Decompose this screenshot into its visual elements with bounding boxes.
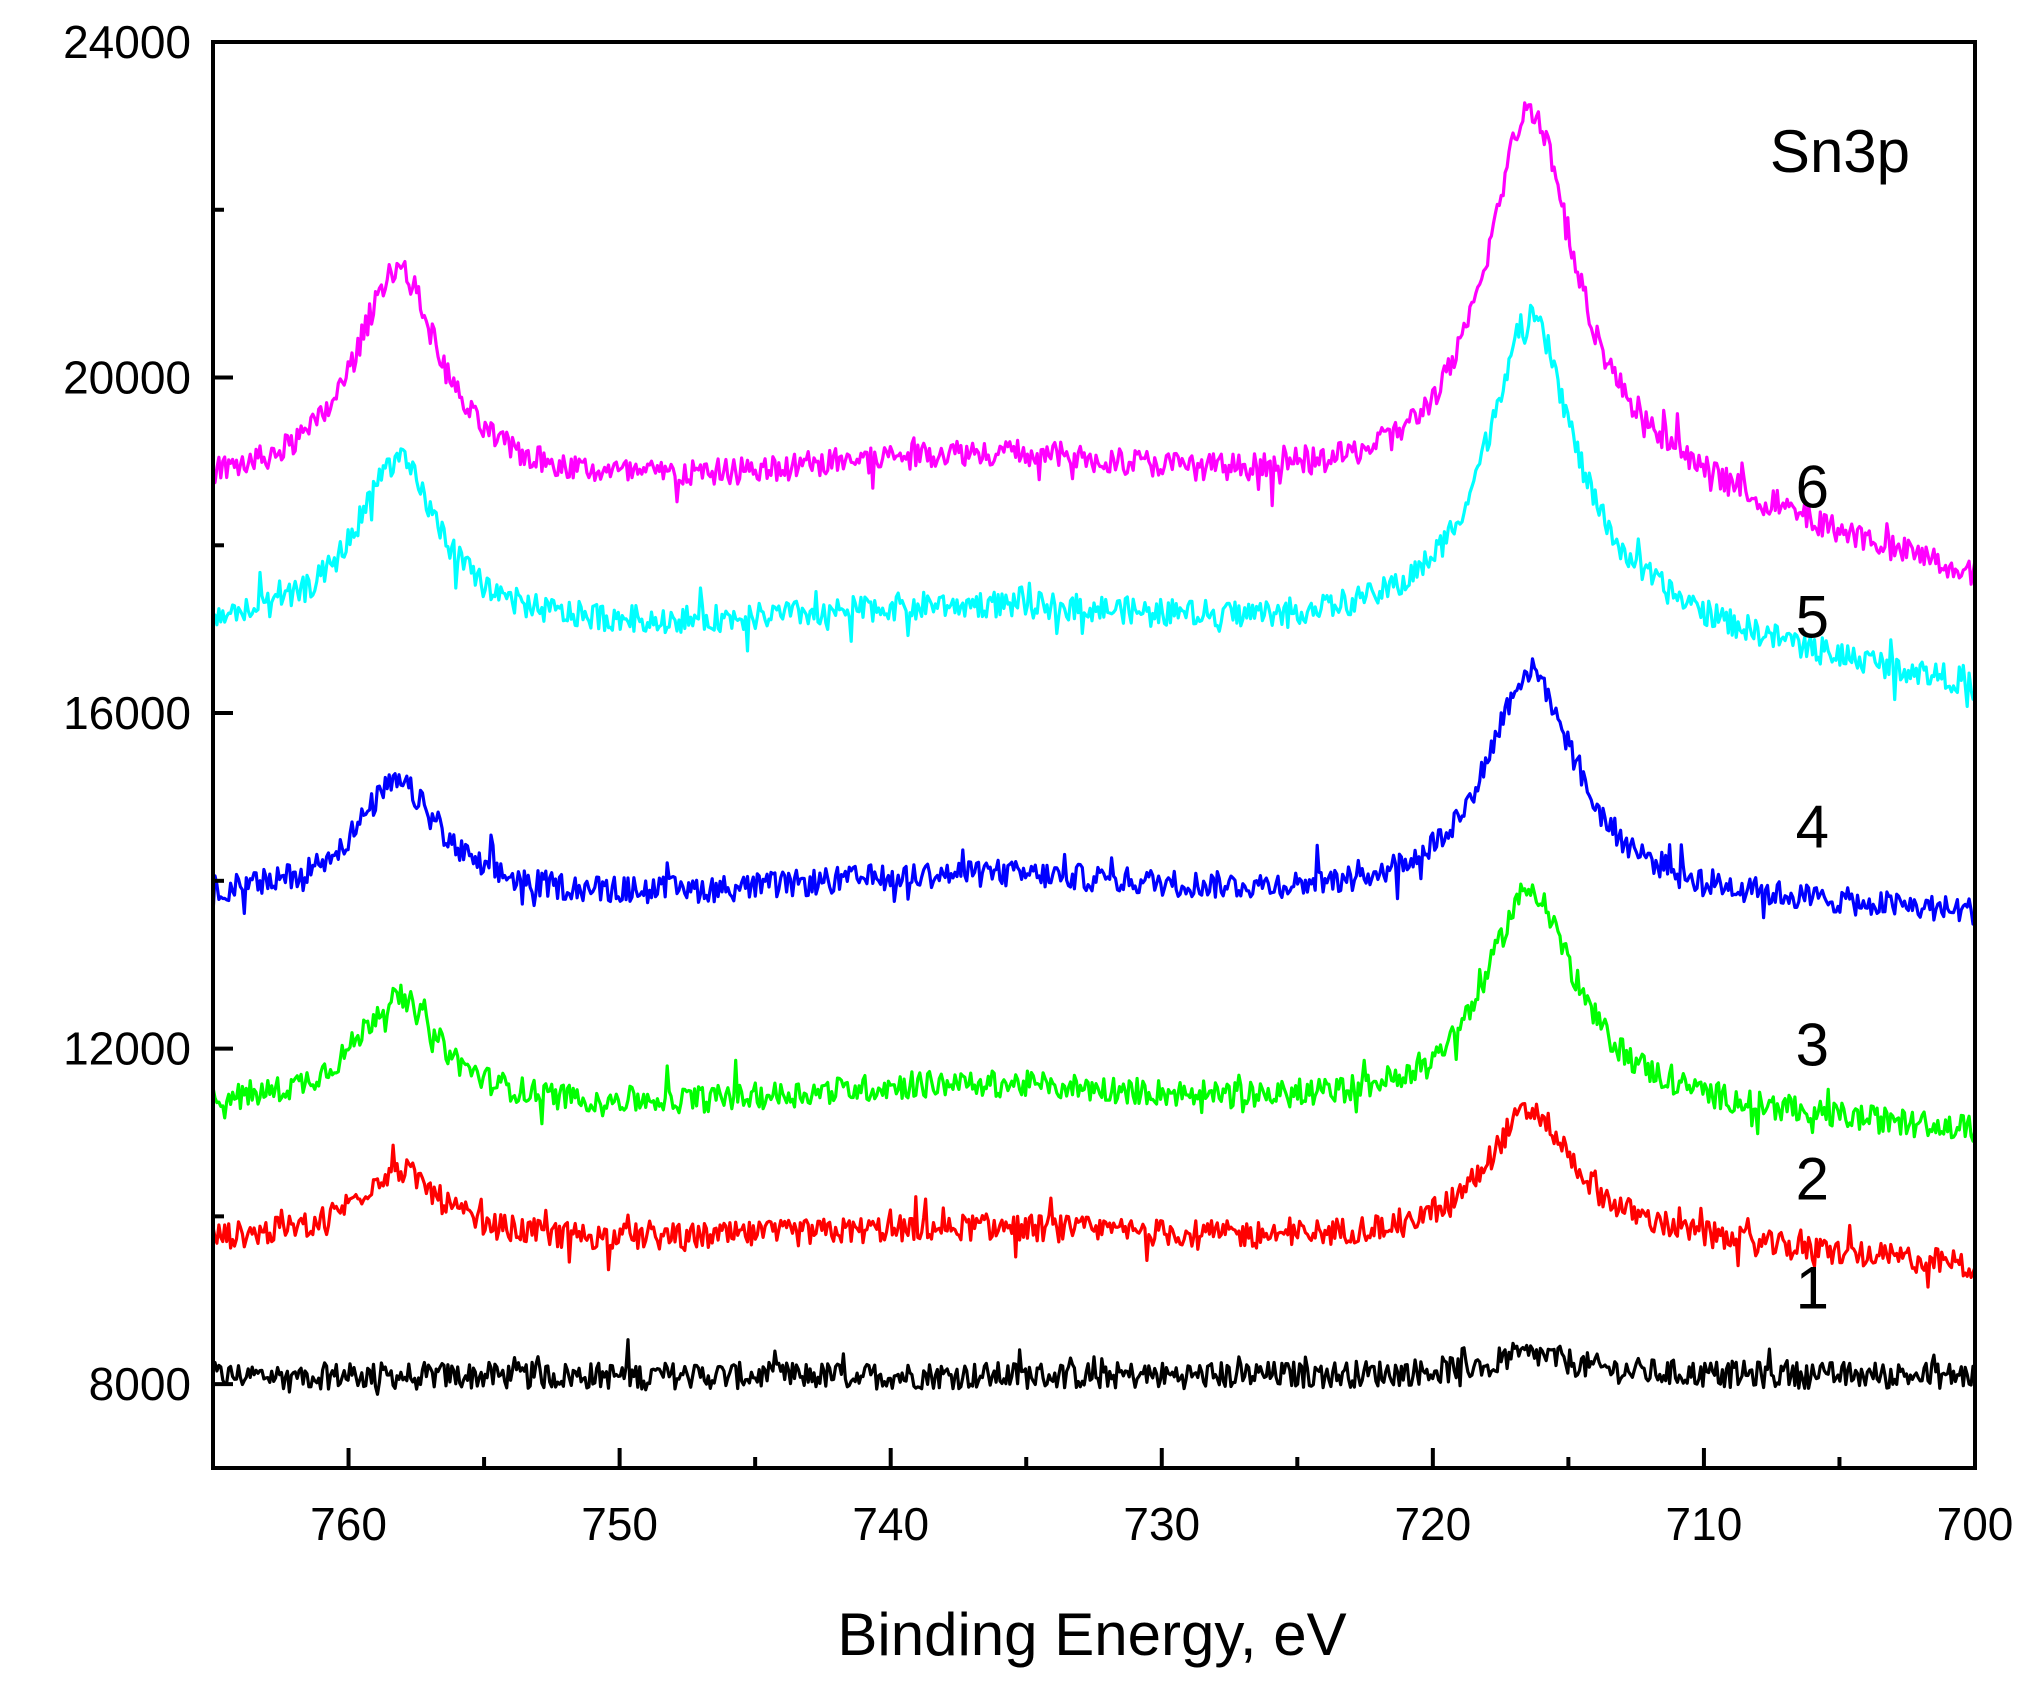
- x-tick-label-730: 730: [1123, 1498, 1200, 1550]
- labels-layer: 760 750 740 730 720 710 700 8000 12000 16000 20000…: [63, 16, 2013, 1550]
- y-tick-label-24000: 24000: [63, 16, 191, 68]
- series-label-2: 2: [1796, 1146, 1829, 1213]
- series-line-1: [211, 1338, 1977, 1396]
- x-tick-label-710: 710: [1666, 1498, 1743, 1550]
- y-tick-label-16000: 16000: [63, 687, 191, 739]
- series-layer: [211, 101, 1977, 1396]
- y-tick-label-8000: 8000: [89, 1358, 191, 1410]
- series-line-6: [211, 101, 1977, 586]
- series-label-1: 1: [1796, 1255, 1829, 1322]
- annotation-sn3p: Sn3p: [1770, 118, 1910, 185]
- x-tick-label-750: 750: [581, 1498, 658, 1550]
- series-label-6: 6: [1796, 454, 1829, 521]
- y-tick-label-20000: 20000: [63, 352, 191, 404]
- x-tick-label-700: 700: [1937, 1498, 2014, 1550]
- y-tick-label-12000: 12000: [63, 1023, 191, 1075]
- x-tick-label-760: 760: [310, 1498, 387, 1550]
- x-tick-label-720: 720: [1394, 1498, 1471, 1550]
- series-line-5: [211, 303, 1977, 709]
- series-line-3: [211, 882, 1977, 1143]
- series-line-4: [211, 657, 1977, 926]
- plot-frame: [211, 40, 1977, 1470]
- series-label-5: 5: [1796, 584, 1829, 651]
- ticks-layer: [213, 40, 1977, 1468]
- series-label-4: 4: [1796, 793, 1829, 860]
- series-line-2: [211, 1101, 1977, 1289]
- x-axis-title: Binding Energy, eV: [837, 1601, 1346, 1668]
- series-label-3: 3: [1796, 1011, 1829, 1078]
- x-tick-label-740: 740: [852, 1498, 929, 1550]
